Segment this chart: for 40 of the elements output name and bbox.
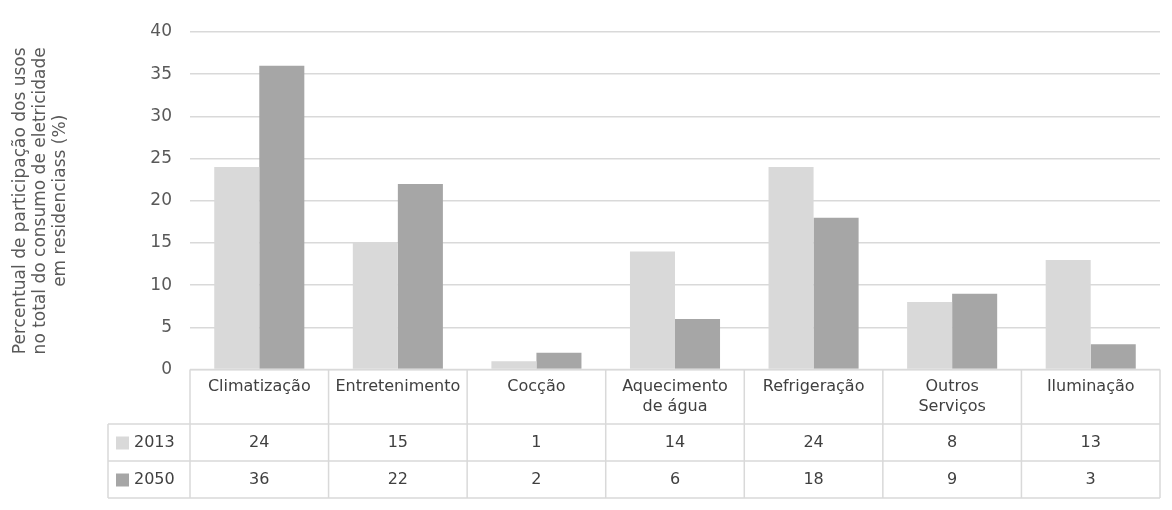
bar [952,293,998,369]
data-label: 3 [1085,468,1096,488]
legend-label: 2050 [134,468,175,488]
bar [675,318,721,369]
data-label: 22 [387,468,409,488]
data-label: 15 [387,431,409,451]
x-tick-label: Refrigeração [762,376,865,396]
y-tick-label: 35 [150,62,172,83]
x-tick-label: Entretenimento [335,376,461,396]
y-tick-label: 10 [150,273,172,294]
data-label: 14 [664,431,686,451]
data-label: 9 [947,468,958,488]
y-tick-label: 25 [150,147,172,168]
x-tick-label: Iluminação [1046,376,1135,396]
data-label: 1 [531,431,542,451]
y-tick-label: 30 [150,104,172,125]
data-label: 6 [669,468,681,488]
data-label: 2 [531,468,542,488]
x-tick-label: Climatização [207,376,311,396]
data-label: 36 [249,468,270,488]
y-axis-title: Percentual de participação dos usos no total do consumo de eletricidade em residenciass (%) [8,47,70,355]
x-tick-label: Cocção [507,376,566,396]
y-tick-label: 0 [161,358,172,379]
data-label: 18 [803,468,824,488]
data-label: 24 [803,431,824,451]
y-tick-label: 15 [150,231,172,252]
legend-label: 2013 [134,431,175,451]
data-label: 8 [947,431,958,451]
data-label: 13 [1080,431,1101,451]
bar [397,183,443,369]
y-tick-label: 20 [150,189,172,210]
bar [536,352,582,369]
bar [813,217,859,369]
bar [1090,344,1136,369]
y-tick-label: 5 [161,315,172,336]
y-tick-label: 40 [150,20,172,41]
x-tick-label: Aquecimento de água [622,376,728,415]
bar [259,65,305,369]
x-tick-label: Outros Serviços [918,376,986,415]
data-label: 24 [249,431,270,451]
